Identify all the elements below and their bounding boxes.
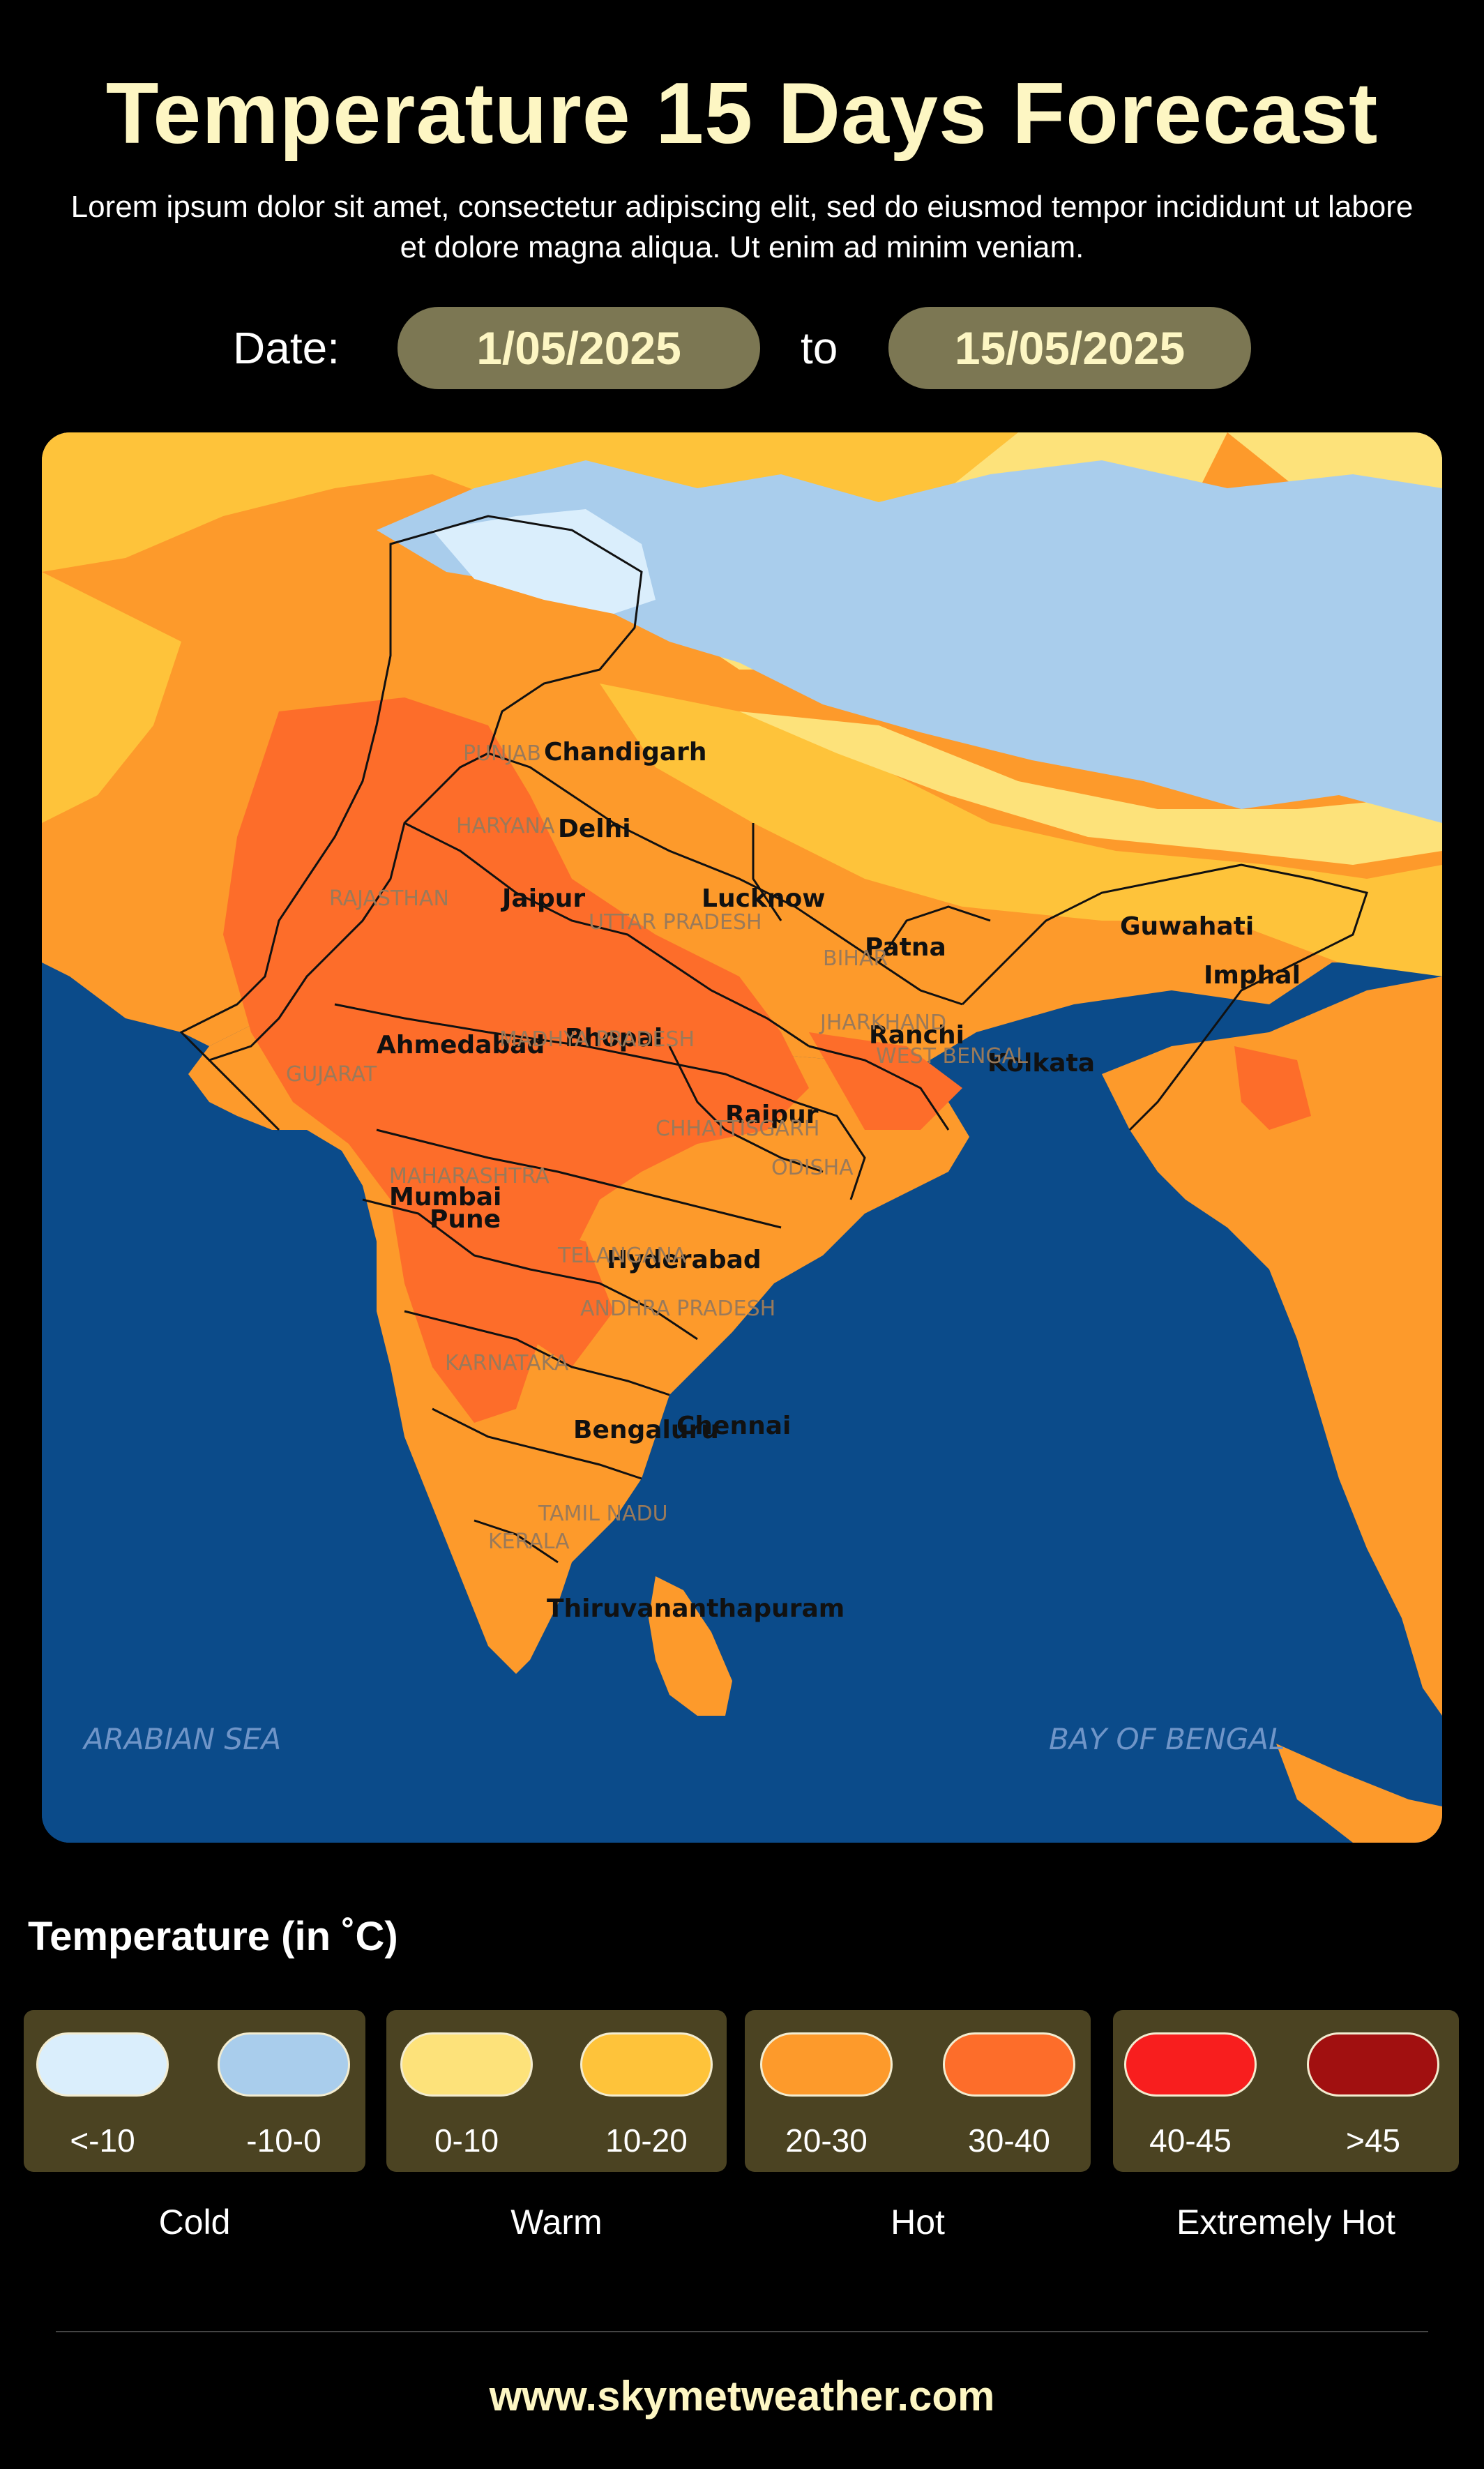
state-label: KARNATAKA <box>445 1351 569 1375</box>
state-label: WEST BENGAL <box>876 1044 1028 1069</box>
city-label: Raipur <box>725 1101 819 1129</box>
boundaries <box>179 515 1368 1564</box>
date-label: Date: <box>233 323 340 373</box>
state-label: GUJARAT <box>286 1062 377 1087</box>
legend-group-hot: 20-30 30-40 <box>745 2010 1091 2172</box>
legend-group-cold: <-10 -10-0 <box>24 2010 365 2172</box>
city-label: Ranchi <box>869 1021 964 1050</box>
state-label: MAHARASHTRA <box>389 1164 550 1188</box>
city-label: Mumbai <box>389 1183 501 1211</box>
legend-chip <box>36 2032 169 2097</box>
legend-group-name: Hot <box>891 2203 945 2242</box>
end-date-pill[interactable]: 15/05/2025 <box>888 307 1251 389</box>
temperature-map[interactable]: Chandigarh Delhi Jaipur Lucknow Patna Gu… <box>42 432 1442 1843</box>
legend-group-warm: 0-10 10-20 <box>386 2010 727 2172</box>
legend-chip <box>1307 2032 1439 2097</box>
state-label: RAJASTHAN <box>329 886 449 911</box>
city-label: Patna <box>865 933 946 962</box>
legend-group-extremely-hot: 40-45 >45 <box>1113 2010 1459 2172</box>
state-label: KERALA <box>488 1530 570 1554</box>
city-labels: Chandigarh Delhi Jaipur Lucknow Patna Gu… <box>377 738 1301 1623</box>
page-subtitle: Lorem ipsum dolor sit amet, consectetur … <box>70 190 1414 264</box>
legend-chip-label: 30-40 <box>968 2122 1050 2159</box>
state-label: ANDHRA PRADESH <box>580 1297 775 1321</box>
legend-chip-label: >45 <box>1345 2122 1401 2159</box>
very-cold-zone <box>432 509 656 614</box>
land-sri-lanka <box>649 1576 732 1716</box>
land-east <box>1102 976 1442 1716</box>
legend-title: Temperature (in ˚C) <box>28 1914 398 1959</box>
city-label: Kolkata <box>987 1049 1095 1078</box>
city-label: Ahmedabad <box>377 1031 545 1059</box>
date-separator: to <box>801 323 838 373</box>
page-title: Temperature 15 Days Forecast <box>105 66 1379 162</box>
legend-chip-label: 0-10 <box>434 2122 499 2159</box>
state-label: CHHATTISGARH <box>656 1117 819 1141</box>
legend-group-name: Warm <box>510 2203 603 2242</box>
state-label: MADHYA PRADESH <box>499 1027 695 1052</box>
state-label: HARYANA <box>456 814 555 838</box>
sea-label: ARABIAN SEA <box>82 1722 281 1756</box>
legend-group-name: Extremely Hot <box>1176 2203 1395 2242</box>
state-label: JHARKHAND <box>819 1011 946 1035</box>
legend-chip <box>943 2032 1075 2097</box>
city-label: Thiruvananthapuram <box>547 1594 845 1623</box>
legend-chip <box>1124 2032 1257 2097</box>
land-southeast <box>1276 1744 1442 1843</box>
divider <box>56 2331 1428 2332</box>
city-label: Pune <box>430 1205 501 1234</box>
city-label: Bhopal <box>565 1024 662 1052</box>
legend-chip-label: 10-20 <box>605 2122 688 2159</box>
legend-chip-label: 20-30 <box>785 2122 868 2159</box>
legend-group-name: Cold <box>158 2203 231 2242</box>
state-label: UTTAR PRADESH <box>589 910 762 935</box>
city-label: Chandigarh <box>544 738 707 767</box>
legend-chip-label: <-10 <box>70 2122 135 2159</box>
legend-chip <box>400 2032 533 2097</box>
city-label: Lucknow <box>702 884 825 913</box>
city-label: Bengaluru <box>573 1416 719 1444</box>
state-label: TELANGANA <box>557 1244 687 1268</box>
city-label: Hyderabad <box>607 1246 762 1274</box>
website-link[interactable]: www.skymetweather.com <box>489 2373 995 2419</box>
legend-chip-label: 40-45 <box>1149 2122 1232 2159</box>
state-label: BIHAR <box>823 946 888 971</box>
state-label: TAMIL NADU <box>538 1502 668 1526</box>
date-range: Date: 1/05/2025 to 15/05/2025 <box>0 307 1484 389</box>
legend-chip <box>218 2032 350 2097</box>
state-labels: PUNJAB HARYANA RAJASTHAN UTTAR PRADESH B… <box>286 741 1028 1554</box>
state-label: ODISHA <box>771 1156 854 1180</box>
legend-chip <box>580 2032 713 2097</box>
city-label: Guwahati <box>1120 912 1254 941</box>
sea-label: BAY OF BENGAL <box>1049 1722 1285 1756</box>
city-label: Delhi <box>558 815 631 843</box>
city-label: Jaipur <box>500 884 585 913</box>
state-label: PUNJAB <box>463 741 541 766</box>
legend-chip-label: -10-0 <box>246 2122 321 2159</box>
city-label: Chennai <box>676 1412 791 1440</box>
start-date-pill[interactable]: 1/05/2025 <box>397 307 760 389</box>
city-label: Imphal <box>1204 961 1301 990</box>
legend-chip <box>760 2032 893 2097</box>
